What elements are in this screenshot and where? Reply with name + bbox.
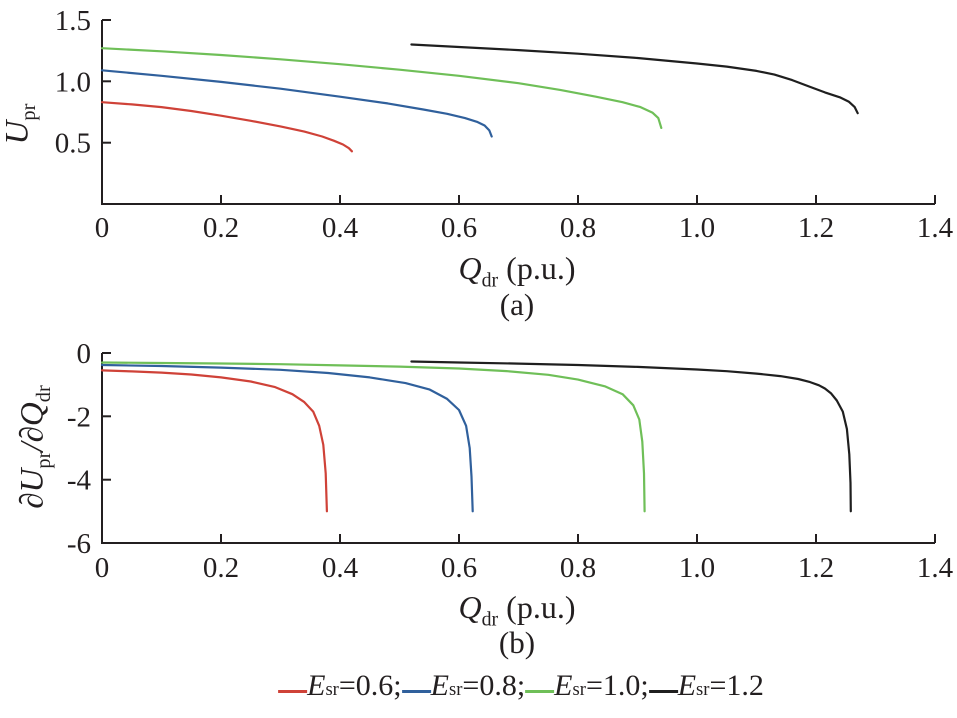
chart-b-series-green [100, 361, 646, 513]
svg-text:1.0: 1.0 [679, 212, 715, 244]
chart-b-xlabel-sub: dr [481, 608, 499, 631]
svg-text:0.5: 0.5 [55, 128, 91, 160]
chart-a-series-green [100, 47, 663, 130]
svg-text:0.2: 0.2 [203, 212, 239, 244]
chart-b-xlabel-unit: (p.u.) [498, 589, 576, 625]
legend-line-blue [401, 689, 431, 693]
svg-text:0.4: 0.4 [322, 212, 359, 244]
svg-text:0.6: 0.6 [441, 552, 477, 584]
svg-text:0.2: 0.2 [203, 552, 239, 584]
svg-text:0: 0 [77, 338, 92, 370]
svg-text:0.8: 0.8 [560, 552, 596, 584]
svg-text:1.2: 1.2 [798, 552, 834, 584]
chart-a-series-black [410, 43, 859, 115]
chart-a-ylabel-sub: pr [18, 103, 41, 121]
chart-b-xlabel: Qdr (p.u.) [458, 589, 576, 629]
svg-text:-6: -6 [67, 528, 91, 560]
svg-text:1.0: 1.0 [55, 66, 91, 98]
chart-a-ylabel-symbol: U [0, 120, 36, 145]
chart-b-ylabel-symbol-2: /∂Q [14, 402, 51, 452]
chart-b-ylabel-sub-1: pr [33, 451, 56, 469]
legend-line-red [278, 689, 308, 693]
legend-value: =1.0; [585, 669, 649, 702]
svg-text:1.5: 1.5 [55, 5, 91, 37]
legend-value: =0.8; [462, 669, 526, 702]
svg-text:1.4: 1.4 [917, 552, 954, 584]
svg-text:-4: -4 [67, 465, 92, 497]
legend-value: =1.2 [709, 669, 764, 702]
chart-a-xlabel-sub: dr [481, 269, 499, 292]
chart-a-axes [101, 19, 936, 205]
chart-b-tick-labels: 0 0.2 0.4 0.6 0.8 1.0 1.2 1.4 0 -2 -4 -6 [67, 338, 954, 584]
chart-b-xlabel-symbol: Q [458, 589, 482, 625]
chart-b-ylabel-sub-2: dr [33, 385, 56, 403]
chart-b-series-blue [100, 363, 474, 513]
svg-text:1.4: 1.4 [917, 212, 954, 244]
legend-line-black [648, 689, 678, 693]
chart-a-xlabel-symbol: Q [458, 250, 482, 286]
svg-text:-2: -2 [67, 401, 91, 433]
svg-text:0.8: 0.8 [560, 212, 596, 244]
chart-b-axes [101, 352, 936, 544]
svg-text:0.6: 0.6 [441, 212, 477, 244]
legend-line-green [525, 689, 555, 693]
legend-symbol: E [554, 669, 573, 702]
svg-text:0: 0 [95, 552, 110, 584]
chart-a-xlabel-unit: (p.u.) [498, 250, 576, 286]
chart-a-caption: (a) [499, 287, 535, 322]
legend-value: =0.6; [338, 669, 402, 702]
chart-a-tick-labels: 0 0.2 0.4 0.6 0.8 1.0 1.2 1.4 0.5 1.0 1.5 [55, 5, 954, 244]
legend-symbol: E [307, 669, 326, 702]
chart-b-caption: (b) [498, 625, 536, 660]
chart-b-series-black [410, 360, 852, 513]
svg-text:0.4: 0.4 [322, 552, 359, 584]
legend-symbol: E [677, 669, 697, 702]
svg-text:1.0: 1.0 [679, 552, 715, 584]
chart-a-series-blue [100, 69, 493, 138]
legend-symbol: E [430, 669, 449, 702]
chart-a-series-red [100, 101, 353, 153]
chart-b-ylabel: ∂Upr/∂Qdr [14, 385, 56, 509]
chart-a-xlabel: Qdr (p.u.) [458, 250, 576, 290]
chart-b-ylabel-symbol-1: ∂U [14, 468, 51, 509]
chart-a-ylabel: Upr [0, 103, 41, 145]
svg-text:0: 0 [95, 212, 110, 244]
svg-text:1.2: 1.2 [798, 212, 834, 244]
chart-b-series-red [100, 369, 328, 513]
